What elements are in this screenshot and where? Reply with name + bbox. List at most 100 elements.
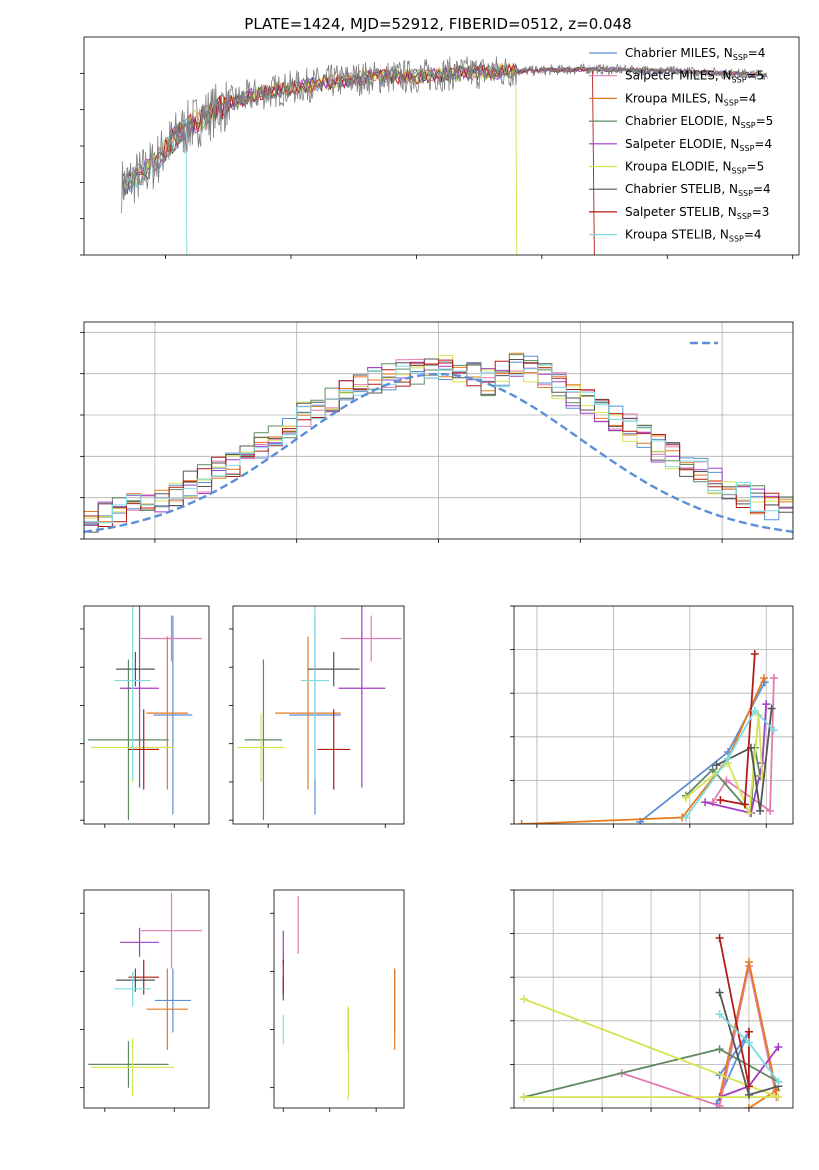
- axes-frame: [83, 889, 210, 1109]
- model-spectrum-line: [122, 62, 518, 255]
- weight-marker: [740, 800, 749, 809]
- weight-marker: [715, 988, 724, 997]
- gaussian-curve: [84, 372, 793, 533]
- weight-marker: [681, 813, 690, 822]
- legend-sub: SSP: [739, 144, 754, 153]
- ticks: [80, 628, 175, 828]
- weight-marker: [758, 772, 767, 781]
- ticks: [510, 605, 767, 828]
- weight-marker: [715, 1101, 724, 1108]
- axes-frame: [83, 321, 794, 540]
- weight-marker: [681, 793, 690, 802]
- weight-marker: [774, 1093, 783, 1102]
- weight-marker: [701, 798, 710, 807]
- panel-age-vs-Z: [80, 605, 210, 828]
- plot-area: [237, 606, 402, 821]
- weight-marker: [715, 1010, 724, 1019]
- histogram-step: [84, 352, 793, 529]
- legend-label: Kroupa MILES, NSSP=4: [625, 91, 756, 107]
- legend-sub: SSP: [741, 121, 756, 130]
- ticks: [270, 912, 377, 1112]
- ticks: [510, 889, 750, 1112]
- histogram-step: [84, 358, 793, 538]
- legend-label: Chabrier STELIB, NSSP=4: [625, 182, 771, 198]
- weight-line: [521, 677, 765, 824]
- ticks: [80, 72, 794, 259]
- weight-marker: [715, 933, 724, 942]
- legend-n: =4: [739, 91, 757, 105]
- weight-marker: [769, 673, 778, 682]
- weight-marker: [716, 796, 725, 805]
- weight-marker: [767, 704, 776, 713]
- legend-n: =4: [754, 137, 772, 151]
- plot-area: [282, 895, 396, 1100]
- plot-area: [121, 56, 768, 255]
- axes-frame: [513, 889, 794, 1109]
- histogram-step: [84, 364, 793, 525]
- panel-residual-histogram: [80, 321, 794, 543]
- plot-area: [514, 890, 793, 1108]
- weight-marker: [519, 995, 528, 1003]
- weight-marker: [744, 1090, 753, 1099]
- weight-marker: [517, 820, 526, 824]
- weight-marker: [774, 1042, 783, 1051]
- axes-frame: [232, 605, 405, 825]
- axes-frame: [83, 36, 800, 256]
- legend-label: Kroupa ELODIE, NSSP=5: [625, 160, 764, 176]
- histogram-step: [84, 354, 793, 533]
- weight-marker: [750, 706, 759, 715]
- legend-label: Salpeter STELIB, NSSP=3: [625, 205, 769, 221]
- weight-marker: [744, 1104, 753, 1108]
- legend-label: Chabrier MILES, NSSP=4: [625, 46, 765, 62]
- plot-area: [84, 322, 793, 539]
- panel-mass-weight-vs-Z: [510, 889, 794, 1112]
- data-spectrum-line: [121, 56, 768, 214]
- weight-marker: [774, 1077, 783, 1086]
- weight-marker: [722, 776, 731, 785]
- legend-label: Chabrier ELODIE, NSSP=5: [625, 114, 773, 130]
- weight-line: [639, 681, 766, 823]
- axes-frame: [83, 605, 210, 825]
- ticks: [80, 331, 723, 543]
- panel-mass-vs-EBV: [270, 889, 405, 1112]
- weight-marker: [744, 1082, 753, 1091]
- axes-frame: [273, 889, 405, 1109]
- legend-label: Salpeter MILES, NSSP=5: [625, 69, 764, 85]
- legend-sub: SSP: [732, 167, 747, 176]
- legend-sub: SSP: [737, 212, 752, 221]
- weight-marker: [519, 1093, 528, 1102]
- weight-line: [685, 709, 775, 819]
- legend-sub: SSP: [732, 76, 747, 85]
- weight-marker: [745, 809, 754, 818]
- weight-marker: [762, 700, 771, 709]
- legend-n: =5: [747, 69, 765, 83]
- axes-frame: [513, 605, 794, 825]
- legend-label: Salpeter ELODIE, NSSP=4: [625, 137, 772, 153]
- weight-marker: [744, 1027, 753, 1036]
- model-spectrum-line: [122, 62, 595, 255]
- panel-spectrum: Chabrier MILES, NSSP=4 Salpeter MILES, NS…: [80, 36, 800, 259]
- weight-marker: [759, 673, 768, 682]
- weight-marker: [708, 765, 717, 774]
- weight-line: [716, 708, 773, 812]
- panel-mass-vs-Z: [80, 889, 210, 1112]
- plot-area: [88, 606, 203, 821]
- legend-sub: SSP: [733, 53, 748, 62]
- legend-n: =5: [747, 160, 765, 174]
- legend-n: =4: [744, 228, 762, 242]
- legend-n: =3: [752, 205, 770, 219]
- legend-sub: SSP: [724, 98, 739, 107]
- weight-marker: [744, 1038, 753, 1047]
- weight-marker: [772, 1086, 781, 1095]
- ticks: [80, 912, 175, 1112]
- legend-sub: SSP: [729, 235, 744, 244]
- legend-n: =4: [753, 182, 771, 196]
- weight-line: [621, 966, 778, 1107]
- legend-n: =5: [756, 114, 774, 128]
- plot-area: [514, 606, 793, 824]
- panel-mass-weight-vs-age: [510, 605, 794, 828]
- legend-n: =4: [748, 46, 766, 60]
- weight-marker: [756, 806, 765, 815]
- model-spectrum-line: [122, 118, 188, 255]
- weight-line: [711, 677, 775, 813]
